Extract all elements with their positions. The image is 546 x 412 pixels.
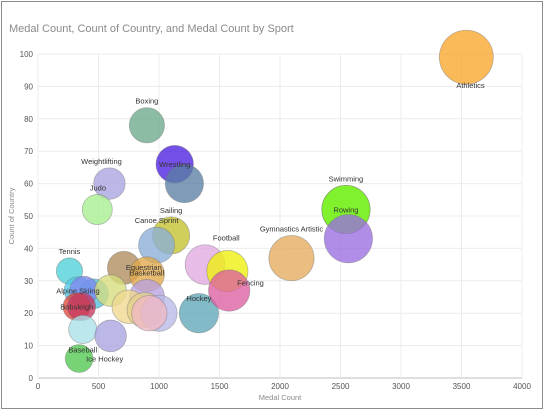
y-tick-label: 100 [20,50,34,59]
x-tick-label: 1000 [150,382,168,391]
bubble-label-basketball: Basketball [130,268,165,277]
y-tick-label: 60 [24,180,33,189]
chart-title: Medal Count, Count of Country, and Medal… [9,23,294,35]
bubble[interactable] [164,164,204,204]
bubble-label-athletics: Athletics [456,81,485,90]
y-tick-label: 30 [24,277,33,286]
bubble-athletics[interactable] [438,29,494,85]
x-tick-label: 4000 [513,382,531,391]
x-tick-label: 2500 [332,382,350,391]
bubble-baseball[interactable] [68,314,98,344]
x-tick-label: 0 [36,382,41,391]
bubble-gymnastics-artistic[interactable] [268,235,315,282]
bubble-label-sailing: Sailing [160,206,183,215]
x-tick-label: 500 [92,382,106,391]
bubble[interactable] [131,295,168,332]
bubble-label-alpine-skiing: Alpine Skiing [56,287,99,296]
bubble-label-wrestling: Wrestling [159,160,190,169]
bubble-label-weightlifting: Weightlifting [81,157,122,166]
y-tick-label: 40 [24,244,33,253]
bubble-label-equestrian: Equestrian [126,263,162,272]
y-tick-label: 70 [24,147,33,156]
x-axis-title: Medal Count [259,393,302,402]
bubble-label-tennis: Tennis [59,247,81,256]
y-tick-label: 20 [24,309,33,318]
y-axis-title: Count of Country [7,187,16,244]
bubble[interactable] [323,214,373,264]
bubble-boxing[interactable] [128,107,165,144]
bubble-label-swimming: Swimming [329,174,364,183]
bubble-label-hockey: Hockey [186,294,211,303]
x-tick-label: 1500 [211,382,229,391]
bubble-label-rowing: Rowing [333,206,358,215]
bubble-label-bobsleigh: Bobsleigh [60,303,93,312]
bubble-labels: Athletics Boxing Wrestling Weightlifting Jud… [56,81,485,363]
bubble-label-football: Football [213,234,240,243]
bubble-judo[interactable] [81,194,113,225]
bubble-label-ice-hockey: Ice Hockey [86,355,123,364]
y-tick-label: 90 [24,82,33,91]
bubble-weightlifting[interactable] [93,167,126,200]
bubble-label-canoe-sprint: Canoe Sprint [135,216,180,225]
grid-layer [37,53,523,379]
x-tick-label: 3500 [453,382,471,391]
bubble-label-baseball: Baseball [68,346,97,355]
y-tick-label: 0 [29,374,34,383]
bubble-hockey[interactable] [178,293,219,334]
bubble-layer [55,29,494,373]
bubble-label-judo: Judo [90,183,106,192]
bubble-label-fencing: Fencing [237,279,264,288]
y-tick-label: 80 [24,115,33,124]
bubble-fencing[interactable] [208,269,251,312]
bubble-ice-hockey[interactable] [64,344,94,373]
bubble-label-gymnastics-artistic: Gymnastics Artistic [260,225,324,234]
bubble[interactable] [94,319,127,353]
y-tick-label: 10 [24,342,33,351]
x-tick-label: 3000 [392,382,410,391]
y-tick-label: 50 [24,212,33,221]
x-tick-label: 2000 [271,382,289,391]
bubble-label-boxing: Boxing [135,97,158,106]
